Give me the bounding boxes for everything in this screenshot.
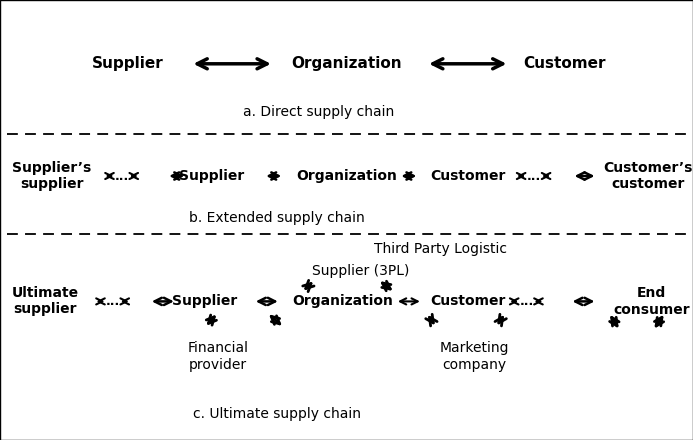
Text: Supplier: Supplier — [179, 169, 244, 183]
Text: Supplier: Supplier — [92, 56, 164, 71]
Text: Organization: Organization — [291, 56, 402, 71]
Text: Customer: Customer — [430, 294, 505, 308]
Text: Supplier: Supplier — [172, 294, 237, 308]
Text: Supplier (3PL): Supplier (3PL) — [312, 264, 409, 278]
Text: End
consumer: End consumer — [613, 286, 690, 316]
Text: ...: ... — [106, 295, 120, 308]
Text: Organization: Organization — [292, 294, 394, 308]
Text: Ultimate
supplier: Ultimate supplier — [12, 286, 78, 316]
Text: Customer: Customer — [430, 169, 505, 183]
Text: c. Ultimate supply chain: c. Ultimate supply chain — [193, 407, 361, 421]
Text: ...: ... — [527, 169, 541, 183]
Text: ...: ... — [520, 295, 534, 308]
Text: a. Direct supply chain: a. Direct supply chain — [243, 105, 394, 119]
Text: Organization: Organization — [296, 169, 397, 183]
Text: ...: ... — [115, 169, 129, 183]
Text: Marketing
company: Marketing company — [440, 341, 509, 371]
Text: Customer’s
customer: Customer’s customer — [604, 161, 692, 191]
Text: Supplier’s
supplier: Supplier’s supplier — [12, 161, 91, 191]
Text: Customer: Customer — [523, 56, 606, 71]
Text: Third Party Logistic: Third Party Logistic — [374, 242, 507, 256]
Text: Financial
provider: Financial provider — [188, 341, 249, 371]
Text: b. Extended supply chain: b. Extended supply chain — [189, 211, 365, 225]
